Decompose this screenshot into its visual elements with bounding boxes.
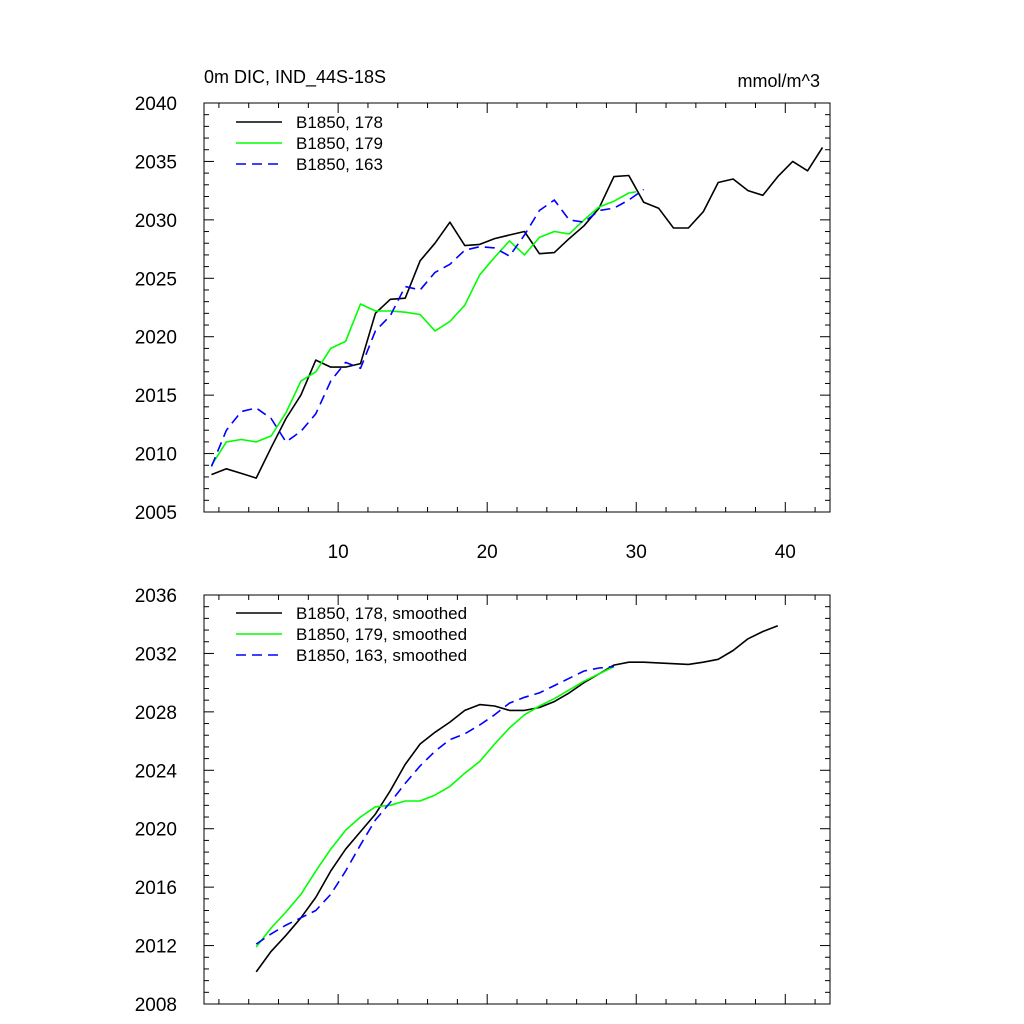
y-tick-label: 2036 [135, 586, 177, 607]
legend-label-0: B1850, 178, smoothed [296, 604, 467, 623]
series-layer [255, 624, 779, 973]
title-right: mmol/m^3 [738, 71, 820, 91]
series-line-1 [210, 191, 637, 466]
legend: B1850, 178, smoothed B1850, 179, smoothed… [236, 604, 467, 665]
panel-smoothed: B1850, 178, smoothed B1850, 179, smoothed… [135, 586, 831, 1016]
y-tick-label: 2025 [135, 269, 177, 290]
series-line-0 [255, 624, 779, 973]
y-tick-label: 2015 [135, 386, 177, 407]
plot-frame [203, 594, 831, 1005]
legend-label-2: B1850, 163, smoothed [296, 646, 467, 665]
y-tick-label: 2028 [135, 703, 177, 724]
y-tick-label: 2024 [135, 761, 178, 782]
series-line-2 [255, 665, 614, 945]
y-tick-label: 2008 [135, 995, 177, 1016]
x-tick-label: 40 [775, 542, 796, 563]
x-tick-label: 20 [477, 542, 498, 563]
y-tick-label: 2020 [135, 820, 177, 841]
panel-raw: 0m DIC, IND_44S-18S mmol/m^3 B1850, 178B… [135, 67, 831, 563]
y-tick-label: 2010 [135, 445, 177, 466]
series-line-0 [211, 146, 824, 479]
y-tick-label: 2030 [135, 211, 177, 232]
plot-frame [203, 102, 831, 513]
axes: 2008 2012 2016 2020 2024 2028 2032 2036 [135, 586, 830, 1016]
legend-label-2: B1850, 163 [296, 155, 383, 174]
x-tick-label: 10 [328, 542, 349, 563]
legend-label-1: B1850, 179 [296, 134, 383, 153]
y-tick-label: 2032 [135, 644, 177, 665]
series-line-1 [255, 665, 615, 948]
legend-label-0: B1850, 178 [296, 113, 383, 132]
y-tick-label: 2005 [135, 503, 177, 524]
y-tick-label: 2016 [135, 878, 177, 899]
y-tick-label: 2012 [135, 937, 177, 958]
y-tick-label: 2020 [135, 328, 177, 349]
y-tick-label: 2040 [135, 94, 177, 115]
series-layer [210, 146, 824, 479]
series-line-2 [210, 188, 645, 467]
legend: B1850, 178 B1850, 179 B1850, 163 [236, 113, 383, 174]
title-left: 0m DIC, IND_44S-18S [204, 67, 386, 88]
y-tick-label: 2035 [135, 152, 177, 173]
legend-label-1: B1850, 179, smoothed [296, 625, 467, 644]
x-tick-label: 30 [626, 542, 647, 563]
